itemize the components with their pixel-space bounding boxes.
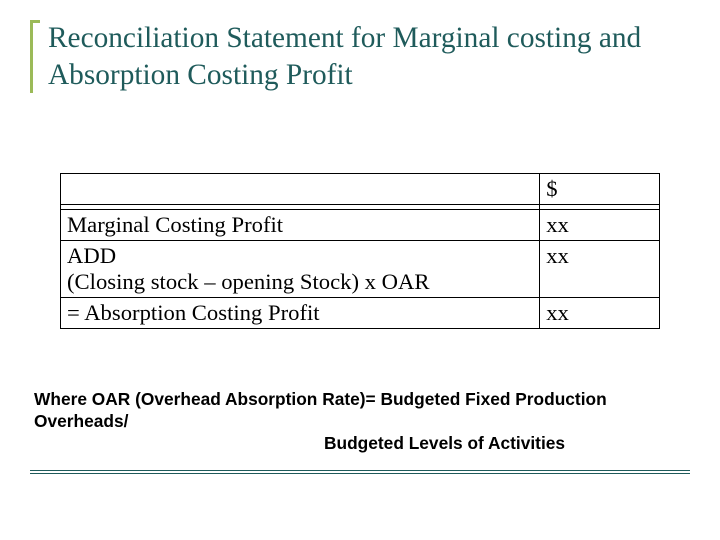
table-body: $Marginal Costing ProfitxxADD(Closing st… (61, 174, 660, 329)
table-row: $ (61, 174, 660, 205)
table-cell-val: $ (540, 174, 660, 205)
table-cell-val: xx (540, 298, 660, 329)
table-row: = Absorption Costing Profitxx (61, 298, 660, 329)
footnote-line2: Budgeted Levels of Activities (34, 433, 686, 455)
reconciliation-table-wrap: $Marginal Costing ProfitxxADD(Closing st… (30, 173, 690, 329)
table-cell-desc (61, 174, 540, 205)
bottom-rule (30, 470, 690, 474)
table-cell-val: xx (540, 210, 660, 241)
table-row: ADD(Closing stock – opening Stock) x OAR… (61, 241, 660, 298)
slide: Reconciliation Statement for Marginal co… (0, 0, 720, 540)
table-cell-desc: = Absorption Costing Profit (61, 298, 540, 329)
table-cell-val: xx (540, 241, 660, 298)
footnote: Where OAR (Overhead Absorption Rate)= Bu… (30, 389, 690, 454)
corner-accent-icon (30, 20, 40, 93)
slide-title: Reconciliation Statement for Marginal co… (48, 20, 690, 93)
reconciliation-table: $Marginal Costing ProfitxxADD(Closing st… (60, 173, 660, 329)
table-cell-desc: ADD(Closing stock – opening Stock) x OAR (61, 241, 540, 298)
table-cell-desc: Marginal Costing Profit (61, 210, 540, 241)
table-row: Marginal Costing Profitxx (61, 210, 660, 241)
footnote-line1: Where OAR (Overhead Absorption Rate)= Bu… (34, 389, 607, 431)
title-block: Reconciliation Statement for Marginal co… (30, 20, 690, 93)
